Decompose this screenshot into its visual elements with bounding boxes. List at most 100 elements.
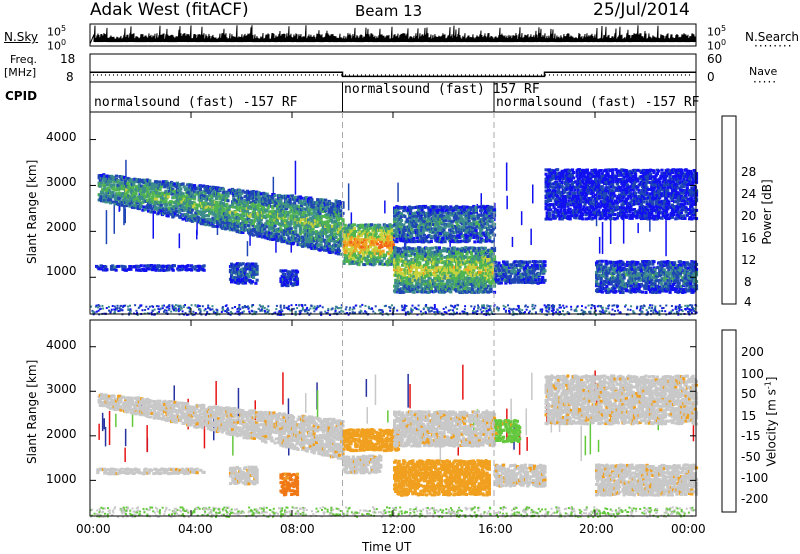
power-echo-cell bbox=[279, 277, 283, 281]
power-echo-cell bbox=[178, 202, 182, 206]
power-echo-cell bbox=[114, 268, 118, 272]
power-noise-pixel bbox=[562, 310, 564, 313]
power-streak bbox=[397, 182, 399, 202]
power-echo-cell bbox=[251, 222, 255, 226]
power-echo-cell bbox=[375, 242, 379, 246]
power-noise-pixel bbox=[158, 308, 161, 311]
power-echo-cell bbox=[117, 188, 121, 192]
power-echo-cell bbox=[213, 219, 217, 223]
power-noise-pixel bbox=[565, 305, 568, 308]
power-echo-cell bbox=[241, 189, 245, 193]
power-noise-pixel bbox=[517, 307, 520, 309]
power-noise-pixel bbox=[119, 305, 122, 308]
power-echo-cell bbox=[206, 214, 210, 218]
power-echo-cell bbox=[156, 208, 160, 212]
power-noise-pixel bbox=[640, 305, 643, 308]
power-echo-cell bbox=[362, 229, 366, 233]
power-echo-cell bbox=[208, 197, 212, 201]
power-echo-cell bbox=[159, 198, 163, 202]
power-echo-cell bbox=[385, 232, 389, 236]
power-noise-pixel bbox=[570, 305, 573, 308]
power-echo-cell bbox=[348, 259, 352, 263]
power-echo-cell bbox=[380, 226, 384, 230]
power-noise-pixel bbox=[464, 305, 467, 308]
power-noise-pixel bbox=[135, 309, 138, 312]
power-noise-pixel bbox=[161, 307, 164, 310]
power-echo-cell bbox=[304, 214, 308, 217]
power-echo-cell bbox=[235, 226, 239, 230]
power-noise-pixel bbox=[261, 309, 264, 312]
power-noise-pixel bbox=[531, 308, 534, 311]
power-echo-cell bbox=[270, 215, 274, 219]
power-echo-cell bbox=[294, 231, 298, 234]
power-noise-pixel bbox=[462, 311, 465, 314]
power-echo-cell bbox=[288, 200, 292, 204]
power-noise-pixel bbox=[601, 307, 603, 310]
power-noise-pixel bbox=[545, 305, 548, 308]
power-echo-cell bbox=[234, 228, 238, 232]
power-echo-cell bbox=[288, 270, 292, 274]
power-noise-pixel bbox=[337, 307, 339, 310]
power-noise-pixel bbox=[316, 305, 319, 308]
power-noise-pixel bbox=[584, 306, 587, 309]
power-echo-cell bbox=[293, 206, 297, 210]
power-echo-cell bbox=[316, 207, 320, 211]
power-echo-cell bbox=[147, 195, 151, 199]
power-echo-cell bbox=[264, 194, 268, 198]
power-noise-pixel bbox=[580, 309, 583, 312]
power-echo-cell bbox=[340, 239, 344, 243]
power-noise-pixel bbox=[378, 309, 380, 312]
power-noise-pixel bbox=[141, 309, 144, 312]
power-echo-cell bbox=[265, 209, 269, 213]
power-echo-cell bbox=[123, 265, 127, 269]
power-echo-cell bbox=[213, 216, 217, 220]
power-noise-pixel bbox=[675, 308, 678, 311]
power-echo-cell bbox=[110, 183, 114, 187]
power-echo-cell bbox=[160, 182, 164, 186]
power-noise-pixel bbox=[520, 311, 523, 314]
power-noise-pixel bbox=[245, 306, 248, 308]
power-noise-pixel bbox=[349, 306, 352, 309]
power-noise-pixel bbox=[489, 305, 492, 308]
power-noise-pixel bbox=[497, 309, 500, 312]
power-echo-cell bbox=[185, 215, 189, 219]
power-echo-cell bbox=[334, 222, 338, 226]
power-noise-pixel bbox=[454, 304, 457, 307]
power-echo-cell bbox=[241, 217, 245, 221]
power-echo-cell bbox=[460, 217, 464, 221]
power-echo-cell bbox=[344, 237, 348, 241]
power-noise-pixel bbox=[694, 307, 697, 310]
power-echo-cell bbox=[143, 264, 147, 268]
power-echo-cell bbox=[130, 185, 135, 189]
power-noise-pixel bbox=[292, 307, 295, 310]
power-echo-cell bbox=[191, 205, 196, 209]
power-echo-cell bbox=[293, 195, 297, 199]
power-noise-pixel bbox=[551, 304, 554, 307]
power-echo-cell bbox=[204, 206, 208, 210]
power-echo-cell bbox=[255, 264, 259, 268]
power-echo-cell bbox=[341, 220, 345, 224]
power-echo-cell bbox=[265, 203, 269, 207]
power-echo-cell bbox=[104, 196, 108, 200]
power-noise-pixel bbox=[275, 304, 278, 307]
power-echo-cell bbox=[324, 220, 328, 224]
power-echo-cell bbox=[132, 183, 136, 187]
power-echo-cell bbox=[137, 188, 141, 192]
power-echo-cell bbox=[279, 211, 283, 215]
power-echo-cell bbox=[383, 262, 387, 266]
power-echo-cell bbox=[178, 265, 182, 268]
power-noise-pixel bbox=[156, 311, 159, 314]
power-echo-cell bbox=[340, 252, 344, 256]
power-noise-pixel bbox=[484, 307, 487, 310]
power-echo-cell bbox=[213, 224, 217, 228]
power-noise-pixel bbox=[321, 306, 324, 309]
power-echo-cell bbox=[248, 227, 252, 231]
power-echo-cell bbox=[113, 265, 117, 269]
power-echo-cell bbox=[98, 184, 102, 188]
power-echo-cell bbox=[313, 219, 317, 222]
power-echo-cell bbox=[161, 267, 165, 271]
power-noise-pixel bbox=[497, 307, 500, 310]
power-echo-cell bbox=[186, 189, 190, 193]
power-noise-pixel bbox=[658, 310, 661, 313]
power-noise-pixel bbox=[319, 304, 322, 307]
